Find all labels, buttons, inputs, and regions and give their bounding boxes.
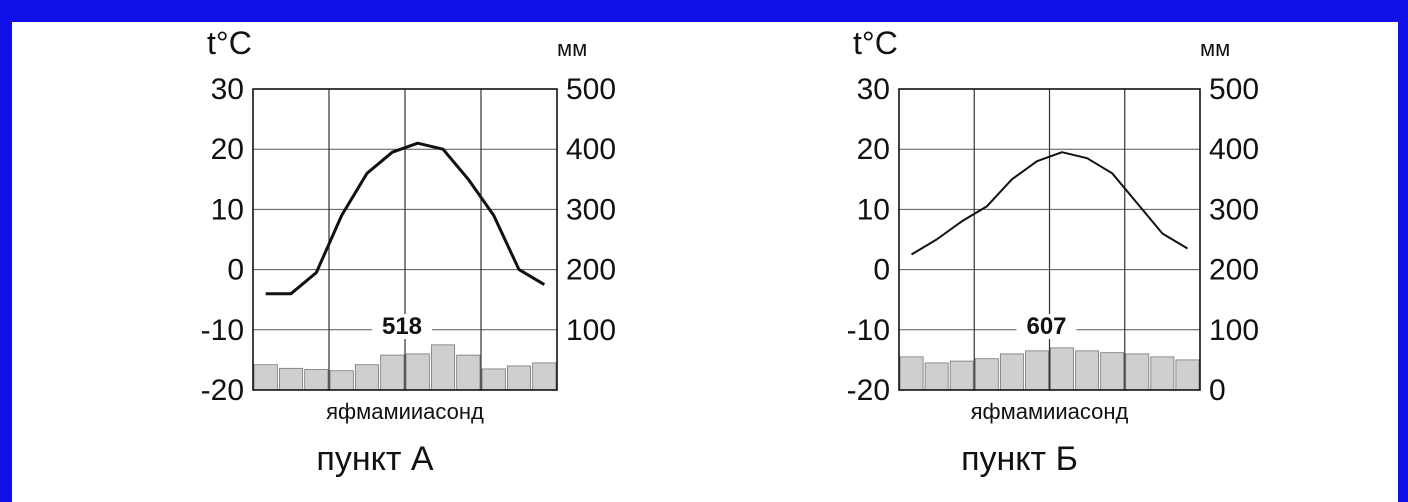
y-right-tick-label: 0	[1209, 374, 1226, 407]
figure-frame: 30 20 10 0 -10 -20 500 400 300 200 100 t°C мм яфмамии…	[12, 22, 1398, 502]
precip-bar-2	[278, 367, 304, 391]
y-right-tick-label: 400	[1209, 133, 1259, 166]
y-right-tick-label: 200	[566, 254, 616, 287]
y-right-tick-label: 100	[566, 314, 616, 347]
precip-bar-3	[949, 360, 974, 391]
y-right-tick-label: 400	[566, 133, 616, 166]
precip-bar-11	[1150, 356, 1175, 391]
precip-bar-5	[354, 364, 380, 391]
precip-bar-1	[253, 364, 278, 391]
precip-bar-12	[532, 362, 557, 391]
y-left-tick-label: 20	[857, 133, 890, 166]
precip-bar-8	[1075, 350, 1100, 391]
total-precipitation-label: 607	[1026, 313, 1066, 340]
month-letters: яфмамииасонд	[326, 399, 484, 424]
total-label-bg	[372, 314, 432, 339]
y-left-tick-label: 10	[857, 193, 890, 226]
precip-bar-7	[1050, 347, 1074, 391]
y-right-tick-label: 300	[566, 193, 616, 226]
precip-bar-3	[304, 369, 329, 391]
y-left-tick-label: -10	[201, 314, 244, 347]
total-precipitation-label: 518	[382, 313, 422, 340]
precip-bar-10	[481, 368, 506, 391]
temperature-line	[265, 141, 546, 296]
y-right-tick-label: 300	[1209, 193, 1259, 226]
plot-border	[898, 88, 1201, 391]
precip-bar-9	[456, 354, 481, 391]
precip-bar-1	[899, 356, 924, 391]
y-right-tick-label: 500	[1209, 73, 1259, 106]
y-left-tick-label: 10	[211, 193, 244, 226]
y-left-tick-label: -10	[847, 314, 890, 347]
y-left-axis-label: t°C	[207, 25, 252, 61]
y-left-tick-label: 0	[873, 254, 890, 287]
y-left-tick-label: 30	[211, 73, 244, 106]
chart-caption: пункт Б	[961, 440, 1078, 478]
plot-border	[252, 88, 558, 391]
precip-bar-4	[974, 358, 999, 391]
y-left-tick-label: 30	[857, 73, 890, 106]
precip-bar-11	[506, 365, 532, 391]
precip-bar-4	[329, 370, 354, 391]
y-right-tick-label: 100	[1209, 314, 1259, 347]
y-right-tick-label: 200	[1209, 254, 1259, 287]
chart-caption: пункт А	[316, 440, 433, 478]
month-letters: яфмамииасонд	[971, 399, 1129, 424]
precip-bar-2	[924, 362, 949, 391]
precip-bar-9	[1100, 352, 1125, 391]
precip-bar-10	[1125, 353, 1150, 391]
y-left-axis-label: t°C	[853, 25, 898, 61]
y-left-tick-label: -20	[201, 374, 244, 407]
precip-bar-12	[1175, 359, 1200, 391]
total-label-bg	[1016, 314, 1077, 339]
precip-bar-6	[1025, 350, 1049, 391]
precip-bar-8	[430, 344, 456, 391]
y-right-axis-label: мм	[1200, 36, 1230, 61]
precip-bar-5	[999, 353, 1024, 391]
y-left-tick-label: 20	[211, 133, 244, 166]
precip-bar-6	[380, 354, 405, 391]
temperature-line	[910, 151, 1189, 256]
precip-bar-7	[405, 353, 430, 391]
y-right-axis-label: мм	[557, 36, 587, 61]
y-right-tick-label: 500	[566, 73, 616, 106]
y-left-tick-label: 0	[227, 254, 244, 287]
y-left-tick-label: -20	[847, 374, 890, 407]
